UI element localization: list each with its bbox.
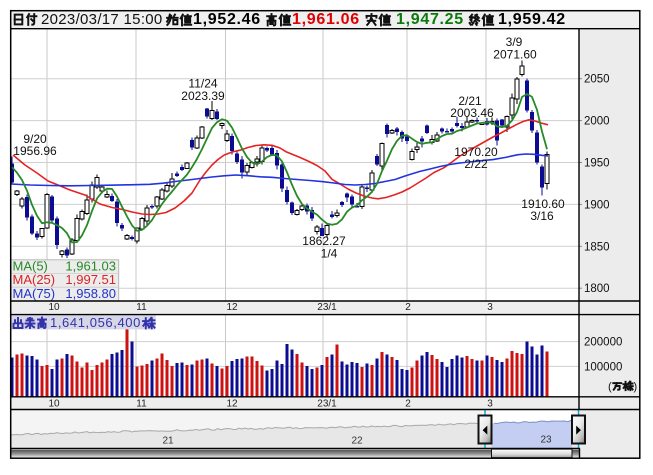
svg-text:200000: 200000: [584, 337, 622, 349]
svg-text:1/4: 1/4: [321, 247, 338, 261]
svg-text:100000: 100000: [584, 361, 622, 373]
svg-text:1850: 1850: [584, 241, 610, 253]
svg-text:23: 23: [540, 435, 552, 446]
svg-text:3: 3: [487, 302, 493, 313]
svg-text:1900: 1900: [584, 199, 610, 211]
svg-text:23/1: 23/1: [317, 398, 337, 409]
svg-text:1950: 1950: [584, 158, 610, 170]
svg-text:3: 3: [487, 398, 493, 409]
svg-text:2000: 2000: [584, 116, 610, 128]
svg-text:1,952.46: 1,952.46: [193, 11, 261, 28]
svg-text:11: 11: [136, 302, 147, 313]
svg-text:1,961.06: 1,961.06: [292, 11, 360, 28]
svg-text:9/20: 9/20: [23, 132, 47, 146]
svg-text:(: (: [608, 381, 612, 393]
svg-text:2071.60: 2071.60: [493, 48, 537, 62]
svg-text:12: 12: [226, 302, 238, 313]
svg-text:1,641,056,400: 1,641,056,400: [50, 315, 141, 330]
svg-text:1956.96: 1956.96: [13, 144, 57, 158]
svg-text:23/1: 23/1: [317, 302, 337, 313]
svg-text:2003.46: 2003.46: [450, 106, 494, 120]
svg-text:2023/03/17 15:00: 2023/03/17 15:00: [41, 11, 163, 28]
svg-text:1910.60: 1910.60: [521, 197, 565, 211]
svg-text:1,947.25: 1,947.25: [396, 11, 464, 28]
svg-text:22: 22: [351, 436, 363, 447]
svg-text:1,997.51: 1,997.51: [65, 272, 116, 287]
svg-text:1970.20: 1970.20: [454, 145, 498, 159]
svg-text:12: 12: [226, 398, 238, 409]
svg-text:3/9: 3/9: [506, 35, 523, 49]
svg-text:1,959.42: 1,959.42: [498, 11, 566, 28]
svg-text:1862.27: 1862.27: [302, 234, 346, 248]
svg-text:2: 2: [405, 302, 411, 313]
svg-text:MA(75): MA(75): [13, 286, 56, 301]
svg-text:MA(25): MA(25): [13, 272, 56, 287]
svg-text:11: 11: [136, 398, 147, 409]
svg-text:2/22: 2/22: [464, 157, 488, 171]
svg-text:2023.39: 2023.39: [181, 89, 225, 103]
svg-text:1,961.03: 1,961.03: [65, 259, 116, 274]
svg-text:3/16: 3/16: [530, 209, 554, 223]
svg-text:): ): [634, 381, 638, 393]
svg-text:11/24: 11/24: [188, 77, 217, 91]
svg-text:1,958.80: 1,958.80: [65, 286, 116, 301]
svg-text:2050: 2050: [584, 74, 610, 86]
svg-text:2/21: 2/21: [458, 94, 482, 108]
svg-text:2: 2: [405, 398, 411, 409]
svg-text:10: 10: [48, 398, 60, 409]
svg-text:10: 10: [48, 302, 60, 313]
svg-text:1800: 1800: [584, 283, 610, 295]
svg-text:21: 21: [162, 436, 174, 447]
svg-text:MA(5): MA(5): [13, 259, 48, 274]
